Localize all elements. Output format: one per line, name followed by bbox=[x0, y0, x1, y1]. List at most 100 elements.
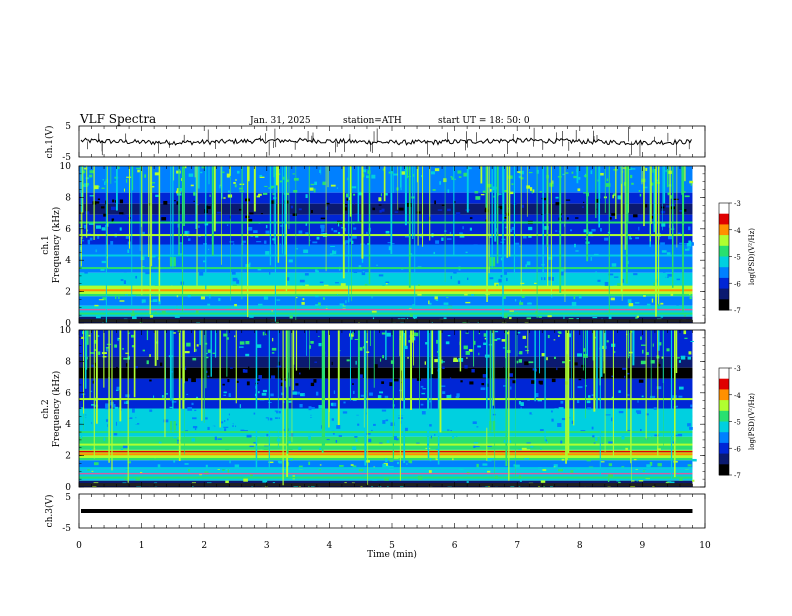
spectrogram-speckle bbox=[321, 228, 325, 232]
spectrogram-speckle bbox=[190, 184, 194, 187]
spectrogram-speckle bbox=[285, 179, 289, 183]
spectrogram-speckle bbox=[265, 230, 270, 234]
spectrogram-speckle bbox=[441, 204, 445, 206]
spectrogram-speckle bbox=[176, 201, 179, 205]
spectrogram-speckle bbox=[303, 374, 309, 377]
spectrogram-speckle bbox=[97, 185, 100, 188]
spectrogram-speckle bbox=[522, 335, 526, 339]
spectrogram-speckle bbox=[570, 470, 574, 474]
spectrogram-speckle bbox=[385, 282, 388, 285]
spectrogram-speckle bbox=[583, 201, 585, 203]
spectrogram-speckle bbox=[558, 331, 562, 334]
spectrogram-speckle bbox=[499, 214, 503, 218]
spectrogram-speckle bbox=[678, 360, 681, 363]
spectrogram-speckle bbox=[612, 194, 614, 199]
spectrogram-speckle bbox=[634, 261, 637, 266]
spectrogram-speckle bbox=[249, 262, 251, 266]
spectrogram-speckle bbox=[309, 187, 314, 191]
spectrogram-speckle bbox=[416, 378, 421, 381]
spectrogram-speckle bbox=[330, 245, 335, 248]
spectrogram-speckle bbox=[230, 423, 234, 426]
spectrogram-speckle bbox=[411, 376, 417, 379]
spectrogram-speckle bbox=[408, 460, 410, 463]
spectrogram-speckle bbox=[224, 420, 226, 422]
spectrogram-speckle bbox=[611, 263, 617, 267]
spectrogram-speckle bbox=[538, 315, 542, 318]
spectrogram-speckle bbox=[653, 282, 655, 286]
spectrogram-speckle bbox=[443, 302, 449, 305]
spectrogram-speckle bbox=[423, 371, 426, 373]
spectrogram-speckle bbox=[505, 212, 511, 216]
spectrogram-speckle bbox=[196, 396, 198, 399]
spectrogram-speckle bbox=[610, 420, 614, 424]
spectrogram-speckle bbox=[167, 370, 170, 373]
spectrogram-speckle bbox=[471, 293, 474, 296]
spectrogram-speckle bbox=[598, 172, 604, 176]
spectrogram-speckle bbox=[176, 295, 179, 298]
spectrogram-speckle bbox=[87, 334, 91, 337]
ch1-colorbar: -3 -4 -5 -6 -7 log(PSD)(V²/Hz) bbox=[718, 200, 756, 315]
spectrogram-speckle bbox=[116, 367, 118, 371]
spectrogram-speckle bbox=[137, 169, 141, 173]
spectrogram-speckle bbox=[553, 339, 556, 341]
spectrogram-speckle bbox=[509, 310, 514, 312]
spectrogram-speckle bbox=[563, 224, 565, 227]
spectrogram-speckle bbox=[91, 470, 94, 472]
spectrogram-speckle bbox=[503, 314, 508, 319]
colorbar-tick-label: -3 bbox=[734, 200, 741, 208]
spectrogram-speckle bbox=[524, 456, 530, 460]
spectrogram-speckle bbox=[619, 371, 622, 374]
spectrogram-speckle bbox=[613, 249, 616, 252]
spectrogram-speckle bbox=[187, 407, 193, 411]
spectrogram-speckle bbox=[590, 170, 593, 175]
spectrogram-speckle bbox=[524, 345, 527, 348]
spectrogram-speckle bbox=[500, 427, 503, 429]
spectrogram-speckle bbox=[286, 277, 290, 281]
spectrogram-speckle bbox=[267, 417, 273, 421]
spectrogram-speckle bbox=[624, 375, 626, 378]
spectrogram-speckle bbox=[301, 301, 305, 305]
spectrogram-speckle bbox=[645, 204, 648, 208]
spectrogram-speckle bbox=[583, 175, 588, 177]
lowfreq-line bbox=[79, 308, 693, 311]
spectrogram-speckle bbox=[626, 372, 630, 375]
spectrogram-speckle bbox=[611, 375, 614, 378]
spectrogram-speckle bbox=[361, 372, 365, 374]
spectrogram-speckle bbox=[89, 170, 94, 174]
spectrogram-speckle bbox=[90, 352, 95, 354]
spectrogram-speckle bbox=[135, 423, 140, 425]
spectrogram-speckle bbox=[118, 295, 120, 300]
spectrogram-speckle bbox=[432, 274, 438, 278]
colorbar-label: log(PSD)(V²/Hz) bbox=[748, 393, 756, 450]
spectrogram-speckle bbox=[608, 473, 614, 478]
spectrogram-speckle bbox=[234, 335, 236, 338]
spectrogram-speckle bbox=[125, 235, 129, 239]
spectrogram-speckle bbox=[153, 310, 158, 312]
spectrogram-speckle bbox=[125, 352, 129, 354]
spectrogram-speckle bbox=[586, 458, 591, 462]
spectrogram-speckle bbox=[322, 181, 326, 186]
spectrogram-speckle bbox=[351, 186, 357, 189]
spectrogram-speckle bbox=[205, 352, 208, 355]
spectrogram-speckle bbox=[239, 346, 244, 348]
spectrogram-speckle bbox=[344, 227, 346, 232]
spectrogram-speckle bbox=[537, 383, 540, 387]
spectrogram-speckle bbox=[511, 183, 514, 186]
spectrogram-speckle bbox=[89, 237, 93, 241]
spectrogram-speckle bbox=[102, 179, 104, 181]
spectrogram-speckle bbox=[690, 183, 693, 186]
spectrogram-speckle bbox=[298, 208, 302, 211]
spectrogram-speckle bbox=[560, 272, 564, 276]
spectrogram-speckle bbox=[627, 394, 630, 396]
spectrogram-speckle bbox=[686, 243, 692, 247]
spectrogram-speckle bbox=[147, 369, 152, 372]
spectrogram-speckle bbox=[246, 434, 252, 438]
spectrogram-speckle bbox=[184, 463, 189, 465]
spectrogram-speckle bbox=[577, 188, 581, 192]
spectrogram-speckle bbox=[214, 369, 217, 373]
spectrogram-speckle bbox=[214, 258, 216, 261]
spectrogram-speckle bbox=[118, 337, 121, 340]
spectrogram-speckle bbox=[186, 342, 191, 347]
spectrogram-speckle bbox=[479, 412, 485, 416]
spectrogram-speckle bbox=[214, 436, 217, 441]
